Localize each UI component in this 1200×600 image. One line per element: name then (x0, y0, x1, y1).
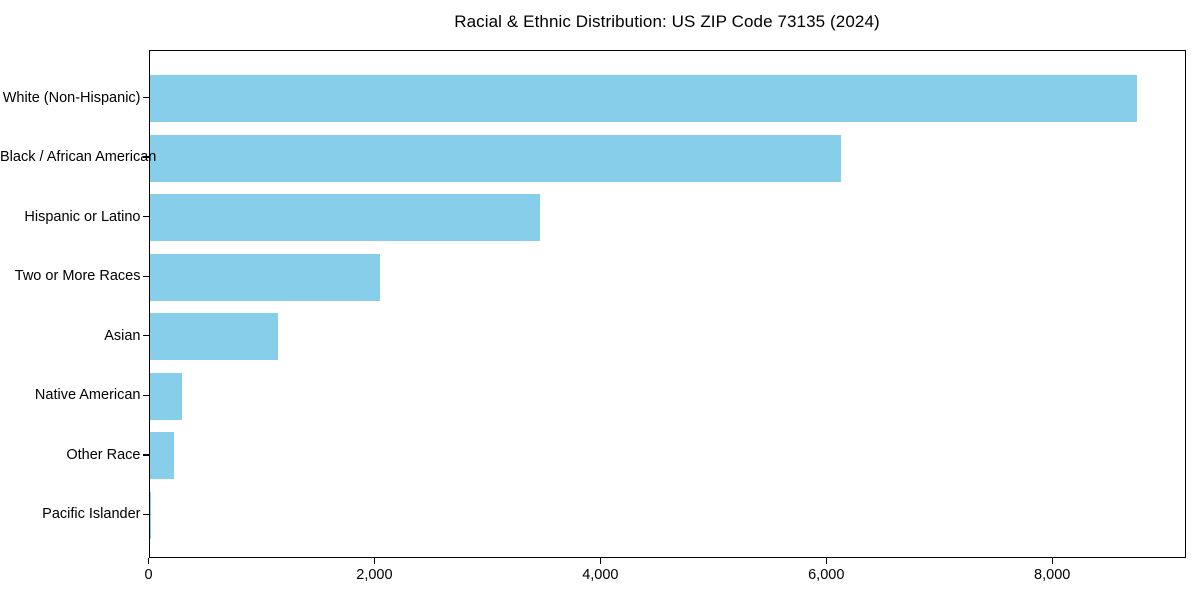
y-tick-label-hispanic-or-latino: Hispanic or Latino (24, 208, 141, 225)
x-tick-label-6000: 6,000 (808, 567, 845, 583)
plot-area (148, 50, 1186, 558)
x-tick-label-0: 0 (144, 567, 153, 583)
x-tick-label-2000: 2,000 (356, 567, 393, 583)
y-tick-pacific-islander (143, 513, 149, 516)
x-tick-6000 (825, 558, 827, 564)
y-tick-label-native-american: Native American (34, 387, 141, 404)
bar-hispanic-or-latino (149, 194, 541, 242)
y-tick-label-other-race: Other Race (66, 446, 141, 463)
bar-asian (149, 313, 279, 361)
y-tick-hispanic-or-latino (143, 216, 149, 218)
chart-title: Racial & Ethnic Distribution: US ZIP Cod… (454, 12, 880, 31)
x-tick-8000 (1051, 558, 1053, 564)
x-tick-2000 (373, 558, 375, 564)
bar-two-or-more-races (149, 253, 380, 301)
bar-native-american (149, 372, 183, 420)
y-tick-label-two-or-more-races: Two or More Races (14, 268, 141, 285)
y-tick-black-african-american (143, 156, 149, 158)
x-tick-label-4000: 4,000 (582, 567, 619, 583)
y-tick-two-or-more-races (143, 275, 149, 277)
x-tick-0 (147, 558, 150, 564)
y-tick-native-american (143, 394, 149, 396)
y-tick-label-pacific-islander: Pacific Islander (42, 506, 141, 523)
y-tick-white-non-hispanic (143, 96, 149, 99)
y-tick-other-race (143, 454, 149, 456)
x-tick-label-8000: 8,000 (1034, 567, 1071, 583)
y-tick-label-white-non-hispanic: White (Non-Hispanic) (2, 89, 141, 106)
y-tick-label-black-african-american: Black / African American (0, 149, 157, 166)
bar-black-african-american (149, 134, 841, 182)
y-tick-label-asian: Asian (104, 327, 141, 344)
x-tick-4000 (599, 558, 601, 564)
bar-pacific-islander (149, 491, 151, 539)
bar-white-non-hispanic (149, 75, 1137, 122)
y-tick-asian (143, 335, 149, 337)
bar-other-race (149, 432, 175, 480)
